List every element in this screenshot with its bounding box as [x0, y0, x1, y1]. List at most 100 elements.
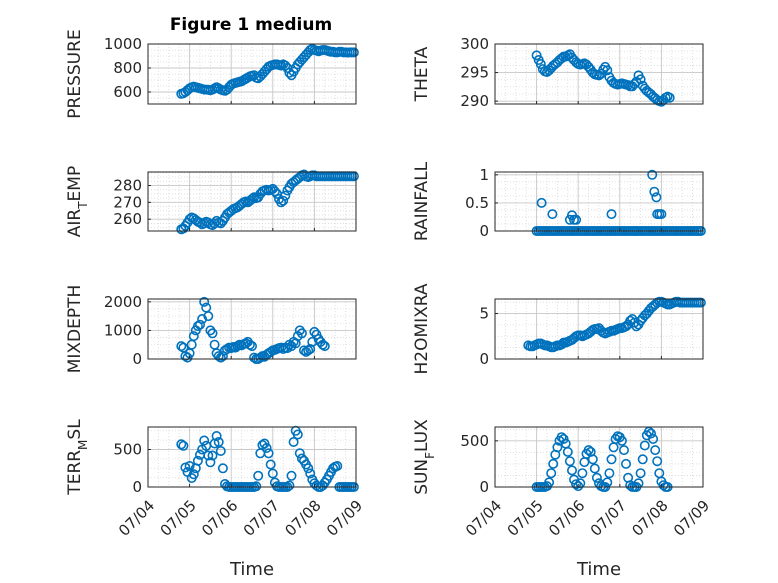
data-point	[616, 435, 627, 446]
data-point	[211, 430, 222, 441]
data-point	[573, 481, 584, 492]
data-point	[192, 321, 203, 332]
data-point	[217, 463, 228, 474]
data-point	[589, 463, 600, 474]
data-point	[598, 64, 609, 75]
data-point	[552, 442, 563, 453]
y-tick-label: 600	[113, 83, 142, 101]
y-tick-label: 1000	[104, 321, 142, 339]
data-point	[261, 442, 272, 453]
y-tick-label: 0	[479, 478, 489, 496]
data-point	[267, 468, 278, 479]
y-tick-label: 500	[460, 432, 489, 450]
y-tick-label: 1	[479, 166, 489, 184]
data-point	[207, 450, 218, 461]
y-tick-label: 5	[479, 305, 489, 323]
y-axis-label: H2OMIXRA	[412, 283, 432, 374]
data-point	[620, 458, 631, 469]
data-point	[651, 192, 662, 203]
y-tick-label: 300	[460, 35, 489, 53]
data-point	[195, 319, 206, 330]
data-point	[284, 67, 295, 78]
x-tick-label: 07/05	[157, 497, 200, 540]
x-tick-label: 07/08	[281, 497, 324, 540]
data-point	[319, 341, 330, 352]
data-point	[587, 454, 598, 465]
data-point	[247, 194, 258, 205]
series-mixdepth	[176, 296, 330, 364]
x-tick-label: 07/06	[545, 497, 588, 540]
data-point	[184, 460, 195, 471]
data-point	[247, 341, 258, 352]
data-point	[303, 463, 314, 474]
x-tick-label: 07/04	[462, 497, 505, 540]
y-tick-label: 0	[479, 350, 489, 368]
data-point	[215, 352, 226, 363]
data-point	[276, 342, 287, 353]
x-axis-label: Time	[229, 559, 274, 580]
data-point	[695, 297, 706, 308]
axes-theta: 290 295 300 THETA	[412, 35, 704, 110]
data-point	[577, 468, 588, 479]
x-tick-label: 07/07	[587, 497, 630, 540]
x-tick-label: 07/09	[323, 497, 366, 540]
data-point	[606, 454, 617, 465]
data-point	[531, 50, 542, 61]
data-point	[188, 331, 199, 342]
y-tick-label: 0	[479, 222, 489, 240]
data-point	[571, 214, 582, 225]
data-point	[618, 445, 629, 456]
axes-box	[494, 298, 704, 360]
data-point	[604, 468, 615, 479]
y-tick-label: 0.5	[465, 194, 489, 212]
y-tick-label: 260	[113, 210, 142, 228]
data-point	[303, 345, 314, 356]
axes-box	[494, 426, 704, 488]
x-tick-label: 07/08	[628, 497, 671, 540]
axes-box	[147, 298, 357, 360]
data-point	[591, 472, 602, 483]
data-point	[652, 456, 663, 467]
data-point	[286, 470, 297, 481]
y-axis-label: MIXDEPTH	[65, 285, 85, 374]
data-point	[199, 435, 210, 446]
y-axis-label: TERRMSL	[65, 419, 90, 496]
data-point	[332, 460, 343, 471]
data-point	[294, 448, 305, 459]
data-point	[207, 328, 218, 339]
data-point	[558, 433, 569, 444]
data-point	[213, 351, 224, 362]
data-point	[546, 468, 557, 479]
series-pressure	[176, 43, 359, 99]
y-tick-label: 800	[113, 59, 142, 77]
data-point	[269, 186, 280, 197]
x-tick-label: 07/07	[240, 497, 283, 540]
data-point	[215, 445, 226, 456]
data-point	[639, 440, 650, 451]
data-point	[647, 169, 658, 180]
data-point	[251, 481, 262, 492]
axes-box	[494, 171, 704, 232]
data-point	[566, 465, 577, 476]
axes-rainfall: 0 0.5 1 RAINFALL	[412, 161, 706, 241]
data-point	[176, 341, 187, 352]
data-point	[664, 92, 675, 103]
data-point	[656, 209, 667, 220]
y-tick-label: 2000	[104, 293, 142, 311]
data-point	[348, 47, 359, 58]
data-point	[178, 440, 189, 451]
data-point	[292, 429, 303, 440]
y-axis-label: RAINFALL	[412, 161, 432, 241]
data-point	[649, 186, 660, 197]
axes-box	[147, 171, 357, 232]
x-tick-label: 07/04	[115, 497, 158, 540]
data-point	[244, 339, 255, 350]
data-point	[288, 436, 299, 447]
data-point	[547, 209, 558, 220]
y-tick-label: 500	[113, 441, 142, 459]
data-point	[562, 446, 573, 457]
data-point	[583, 445, 594, 456]
